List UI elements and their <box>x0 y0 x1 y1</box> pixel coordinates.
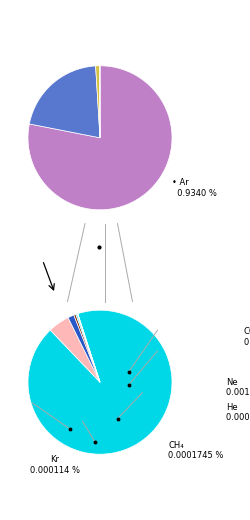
Text: Ne
0.001818 %: Ne 0.001818 % <box>226 378 250 397</box>
Wedge shape <box>76 314 100 382</box>
Wedge shape <box>28 310 172 454</box>
Wedge shape <box>68 315 100 382</box>
Wedge shape <box>29 66 100 138</box>
Wedge shape <box>28 66 172 210</box>
Wedge shape <box>78 314 100 382</box>
Wedge shape <box>50 318 100 382</box>
Text: CH₄
0.0001745 %: CH₄ 0.0001745 % <box>168 441 224 460</box>
Text: • Ar
  0.9340 %: • Ar 0.9340 % <box>172 178 217 198</box>
Text: He
0.000524 %: He 0.000524 % <box>226 403 250 422</box>
Wedge shape <box>77 314 100 382</box>
Wedge shape <box>96 66 100 138</box>
Text: CO₂
0.035 %: CO₂ 0.035 % <box>244 328 250 347</box>
Text: Kr
0.000114 %: Kr 0.000114 % <box>30 456 80 475</box>
Wedge shape <box>74 315 100 382</box>
